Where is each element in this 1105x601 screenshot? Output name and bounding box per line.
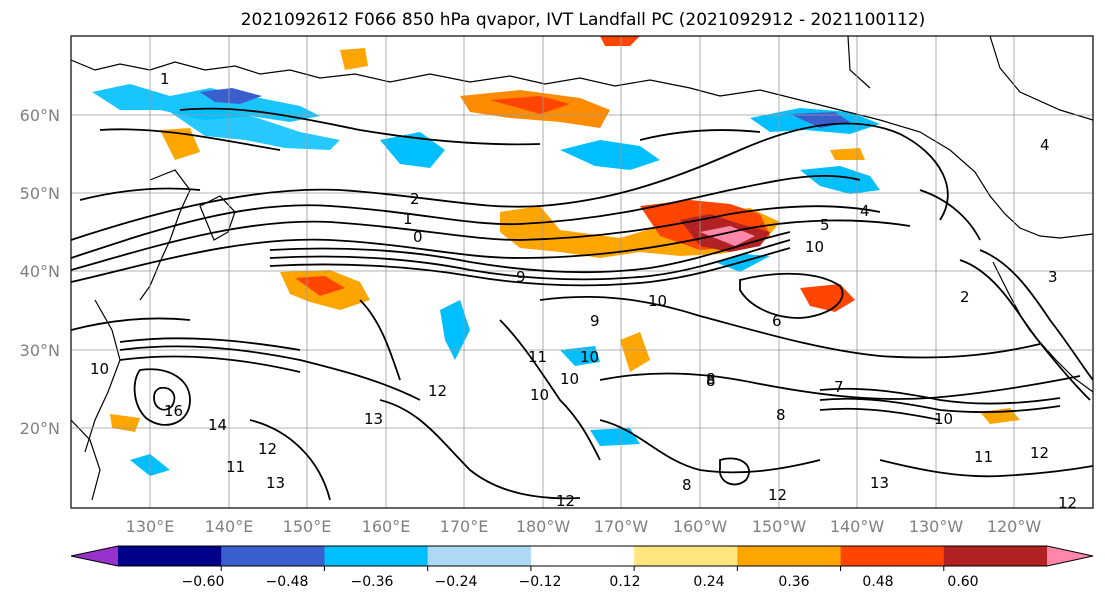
contour-label: 0 bbox=[413, 228, 423, 246]
lon-label: 140°E bbox=[205, 517, 254, 536]
contour-label: 9 bbox=[516, 268, 526, 286]
contour-label: 11 bbox=[974, 448, 993, 466]
contour-label: 11 bbox=[226, 458, 245, 476]
contour-label: 12 bbox=[1030, 444, 1049, 462]
contour-label: 12 bbox=[768, 486, 787, 504]
contour-label: 8 bbox=[682, 476, 692, 494]
contour-label: 11 bbox=[528, 348, 547, 366]
contour-label: 10 bbox=[530, 386, 549, 404]
lon-label: 180°W bbox=[516, 517, 571, 536]
contour-label: 10 bbox=[580, 348, 599, 366]
ivt-contours bbox=[71, 107, 1093, 501]
contour-labels: 1 2 1 0 4 5 2 6 10 10 9 10 11 10 10 12 1… bbox=[90, 70, 1077, 512]
colorbar-cell bbox=[427, 546, 532, 566]
lon-label: 130°E bbox=[126, 517, 175, 536]
contour-label: 4 bbox=[1040, 136, 1050, 154]
colorbar-outline bbox=[70, 545, 1094, 567]
lon-label: 170°W bbox=[594, 517, 649, 536]
lon-label: 120°W bbox=[987, 517, 1042, 536]
contour-label: 12 bbox=[258, 440, 277, 458]
lat-label: 40°N bbox=[20, 262, 60, 281]
colorbar-cell bbox=[634, 546, 738, 566]
colorbar-cell bbox=[530, 546, 635, 566]
contour-label: 16 bbox=[164, 402, 183, 420]
contour-label: 7 bbox=[834, 378, 844, 396]
contour-label: 12 bbox=[1058, 494, 1077, 512]
colorbar-cell bbox=[943, 546, 1048, 566]
contour-label: 10 bbox=[560, 370, 579, 388]
contour-label: 1 bbox=[160, 70, 170, 88]
colorbar-tick-label: −0.36 bbox=[351, 574, 394, 590]
contour-label: 10 bbox=[934, 410, 953, 428]
lat-label: 60°N bbox=[20, 106, 60, 125]
contour-label: 8 bbox=[706, 372, 716, 390]
contour-label: 3 bbox=[1048, 268, 1058, 286]
lon-label: 160°W bbox=[673, 517, 728, 536]
lat-label: 30°N bbox=[20, 341, 60, 360]
lon-label: 150°E bbox=[283, 517, 332, 536]
colorbar-tick-label: 0.36 bbox=[778, 574, 809, 590]
colorbar-cell bbox=[737, 546, 842, 566]
lon-label: 150°W bbox=[752, 517, 807, 536]
colorbar-cell bbox=[221, 546, 325, 566]
contour-label: 14 bbox=[208, 416, 227, 434]
map-frame bbox=[70, 35, 1094, 509]
latitude-labels: 60°N 50°N 40°N 30°N 20°N bbox=[20, 106, 60, 438]
lon-label: 140°W bbox=[830, 517, 885, 536]
contour-label: 2 bbox=[410, 190, 420, 208]
map-panel: 1 2 1 0 4 5 2 6 10 10 9 10 11 10 10 12 1… bbox=[70, 35, 1094, 512]
lon-label: 160°E bbox=[362, 517, 411, 536]
colorbar-cell bbox=[840, 546, 945, 566]
contour-label: 10 bbox=[90, 360, 109, 378]
colorbar-tick-labels: −0.60 −0.48 −0.36 −0.24 −0.12 0.12 0.24 … bbox=[182, 574, 979, 590]
lat-label: 20°N bbox=[20, 419, 60, 438]
contour-label: 8 bbox=[776, 406, 786, 424]
contour-label: 10 bbox=[648, 292, 667, 310]
lat-label: 50°N bbox=[20, 184, 60, 203]
colorbar-tick-label: 0.12 bbox=[609, 574, 640, 590]
colorbar-tick-label: 0.60 bbox=[947, 574, 978, 590]
colorbar-cells bbox=[71, 546, 1093, 566]
contour-label: 12 bbox=[556, 492, 575, 510]
contour-label: 10 bbox=[805, 238, 824, 256]
colorbar-tick-label: −0.12 bbox=[519, 574, 562, 590]
longitude-labels: 130°E 140°E 150°E 160°E 170°E 180°W 170°… bbox=[126, 517, 1042, 536]
contour-label: 9 bbox=[590, 312, 600, 330]
colorbar-cell bbox=[324, 546, 429, 566]
lon-label: 170°E bbox=[440, 517, 489, 536]
colorbar-tick-label: 0.24 bbox=[693, 574, 724, 590]
contour-label: 2 bbox=[960, 288, 970, 306]
contour-label: 12 bbox=[428, 382, 447, 400]
colorbar-ticks bbox=[220, 566, 945, 571]
colorbar-extend-min bbox=[71, 546, 118, 566]
colorbar-extend-max bbox=[1047, 546, 1093, 566]
contour-label: 13 bbox=[266, 474, 285, 492]
colorbar-tick-label: −0.24 bbox=[435, 574, 478, 590]
lon-label: 130°W bbox=[909, 517, 964, 536]
contour-label: 5 bbox=[820, 216, 830, 234]
contour-label: 4 bbox=[860, 202, 870, 220]
figure-title: 2021092612 F066 850 hPa qvapor, IVT Land… bbox=[241, 10, 926, 30]
contour-label: 13 bbox=[364, 410, 383, 428]
contour-label: 1 bbox=[403, 210, 413, 228]
contour-label: 13 bbox=[870, 474, 889, 492]
contour-label: 8 bbox=[706, 370, 716, 388]
colorbar-tick-label: −0.48 bbox=[266, 574, 309, 590]
contour-label: 6 bbox=[772, 312, 782, 330]
colorbar-tick-label: 0.48 bbox=[862, 574, 893, 590]
colorbar: −0.60 −0.48 −0.36 −0.24 −0.12 0.12 0.24 … bbox=[70, 545, 1094, 590]
colorbar-cell bbox=[118, 546, 222, 566]
graticule bbox=[71, 36, 1093, 508]
colorbar-tick-label: −0.60 bbox=[182, 574, 225, 590]
